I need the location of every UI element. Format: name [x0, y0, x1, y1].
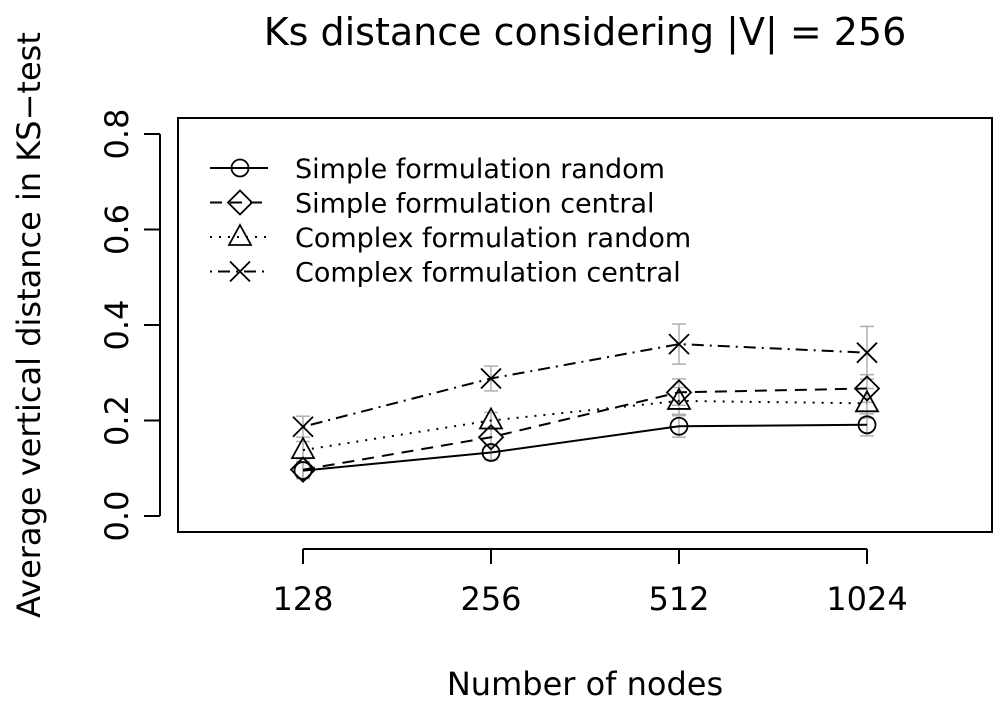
series-line-4: [302, 343, 868, 428]
data-point-s2-1024: [853, 375, 881, 402]
legend-item-3: Complex formulation random: [210, 223, 691, 254]
data-point-s1-512: [669, 416, 689, 436]
series-lines: [302, 343, 868, 472]
x-tick-label-512: 512: [648, 580, 709, 618]
legend-label-2: Simple formulation central: [295, 189, 655, 220]
data-point-s4-128: [292, 416, 314, 438]
x-axis: 128 256 512 1024: [272, 548, 908, 618]
legend-marker-1: [230, 158, 250, 178]
data-point-s4-256: [480, 367, 502, 390]
data-point-s1-1024: [857, 415, 877, 435]
plot-frame: [177, 117, 993, 533]
y-axis: 0.0 0.2 0.4 0.6 0.8: [98, 109, 161, 542]
x-tick-label-128: 128: [272, 580, 333, 618]
data-point-s3-256: [478, 406, 504, 430]
x-axis-title: Number of nodes: [447, 665, 723, 703]
data-point-s4-512: [668, 333, 690, 355]
data-point-s3-512: [666, 387, 692, 410]
y-tick-label-0.6: 0.6: [98, 204, 136, 255]
data-point-s1-256: [481, 443, 501, 462]
data-point-s2-512: [665, 379, 693, 406]
legend-label-1: Simple formulation random: [295, 154, 665, 185]
chart-title: Ks distance considering |V| = 256: [264, 10, 907, 55]
data-point-s3-1024: [854, 389, 880, 413]
legend-marker-3: [227, 223, 253, 246]
legend: Simple formulation random Simple formulat…: [210, 154, 691, 289]
legend-marker-2: [226, 189, 254, 216]
data-point-s3-128: [290, 436, 316, 460]
data-point-s2-128: [289, 456, 317, 483]
y-tick-label-0.4: 0.4: [98, 300, 136, 351]
legend-marker-4: [229, 260, 251, 283]
y-tick-label-0.2: 0.2: [98, 395, 136, 446]
data-point-s4-1024: [856, 342, 878, 364]
legend-item-2: Simple formulation central: [210, 189, 655, 220]
x-tick-label-256: 256: [460, 580, 521, 618]
legend-item-4: Complex formulation central: [210, 258, 681, 289]
x-tick-label-1024: 1024: [826, 580, 907, 618]
series-markers: [289, 333, 881, 483]
y-axis-title: Average vertical distance in KS−test: [10, 32, 48, 618]
series-line-2: [302, 387, 868, 471]
data-point-s1-128: [293, 461, 313, 481]
y-tick-label-0.0: 0.0: [98, 491, 136, 542]
legend-item-1: Simple formulation random: [210, 154, 665, 185]
legend-label-4: Complex formulation central: [295, 258, 681, 289]
data-point-s2-256: [477, 423, 505, 451]
y-tick-label-0.8: 0.8: [98, 109, 136, 160]
series-line-1: [302, 423, 868, 472]
legend-label-3: Complex formulation random: [295, 223, 691, 254]
